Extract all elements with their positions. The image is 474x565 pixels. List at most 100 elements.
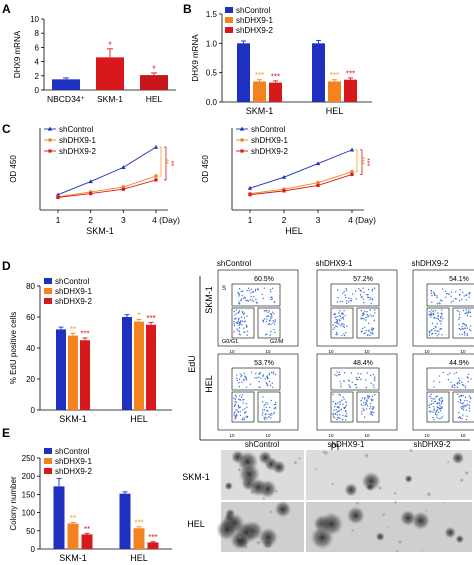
- colony-blob: [451, 451, 465, 465]
- flow-dot: [242, 313, 245, 315]
- flow-dot: [233, 323, 235, 325]
- flow-dot: [462, 402, 464, 404]
- flow-dot: [467, 311, 469, 314]
- flow-x-tick-label: 10: [424, 433, 430, 438]
- c2-point: [350, 172, 354, 177]
- c1-y-axis-label: OD 450: [9, 155, 18, 183]
- c1-x-tick-label: 3: [121, 215, 126, 225]
- flow-dot: [333, 409, 335, 411]
- flow-dot: [342, 318, 345, 320]
- flow-dot: [431, 301, 433, 303]
- flow-dot: [431, 295, 433, 297]
- flow-dot: [244, 407, 246, 410]
- e-bar: [119, 493, 131, 549]
- flow-dot: [373, 386, 375, 389]
- flow-dot: [234, 415, 236, 417]
- flow-percent: 44.9%: [449, 360, 469, 367]
- flow-dot: [269, 319, 272, 321]
- flow-dot: [340, 386, 342, 388]
- flow-dot: [345, 302, 348, 304]
- flow-gate-s: [330, 367, 380, 391]
- flow-dot: [238, 378, 241, 381]
- flow-dot: [243, 412, 246, 414]
- colony-speck: [397, 539, 403, 545]
- flow-dot: [255, 301, 258, 303]
- flow-dot: [238, 288, 241, 290]
- flow-dot: [457, 393, 459, 395]
- c2-series-line: [249, 149, 353, 189]
- flow-dot: [238, 310, 241, 312]
- flow-dot: [264, 413, 266, 416]
- a-y-tick-label: 2: [35, 72, 40, 81]
- flow-dot: [238, 330, 241, 333]
- flow-dot: [269, 289, 272, 291]
- flow-dot: [234, 398, 237, 400]
- flow-dot: [246, 334, 248, 336]
- flow-dot: [457, 416, 460, 419]
- flow-dot: [366, 403, 368, 405]
- flow-dot: [452, 300, 454, 302]
- flow-dot: [340, 325, 342, 327]
- flow-dot: [464, 385, 466, 387]
- flow-dot: [430, 314, 433, 316]
- flow-dot: [369, 298, 371, 301]
- flow-dot: [270, 371, 273, 374]
- flow-dot: [468, 407, 471, 409]
- colony-speck: [408, 448, 414, 453]
- flow-dot: [343, 380, 345, 382]
- flow-dot: [433, 408, 435, 410]
- flow-dot: [250, 292, 252, 294]
- flow-dot: [342, 325, 344, 328]
- colony-speck: [459, 477, 465, 483]
- flow-dot: [253, 296, 255, 298]
- b-legend-label: shDHX9-2: [236, 26, 273, 35]
- d-y-axis-label: % EdU positive cells: [9, 312, 18, 384]
- flow-dot: [337, 296, 339, 299]
- flow-dot: [261, 293, 263, 295]
- flow-dot: [362, 312, 365, 314]
- flow-dot: [466, 327, 469, 329]
- flow-dot: [243, 372, 245, 374]
- flow-dot: [350, 297, 352, 300]
- colony-speck: [395, 549, 400, 554]
- flow-dot: [270, 298, 272, 301]
- flow-dot: [360, 413, 363, 415]
- flow-dot: [343, 372, 346, 374]
- colony-col-label: shDHX9-2: [414, 440, 451, 449]
- flow-dot: [261, 414, 264, 416]
- d-significance: **: [70, 325, 76, 334]
- flow-dot: [336, 411, 338, 413]
- flow-dot: [458, 324, 460, 326]
- colony-speck: [330, 482, 335, 486]
- flow-dot: [374, 379, 376, 382]
- flow-dot: [448, 293, 450, 296]
- flow-dot: [369, 309, 371, 311]
- flow-dot: [263, 310, 266, 312]
- flow-dot: [343, 324, 345, 326]
- flow-col-label: shDHX9-1: [316, 259, 353, 268]
- flow-dot: [240, 298, 242, 301]
- flow-dot: [342, 313, 344, 315]
- flow-dot: [465, 294, 467, 296]
- flow-dot: [462, 291, 464, 294]
- flow-dot: [373, 411, 375, 414]
- flow-dot: [436, 406, 438, 408]
- flow-dot: [440, 320, 442, 322]
- flow-dot: [455, 298, 457, 300]
- flow-dot: [464, 386, 467, 389]
- flow-dot: [267, 323, 270, 326]
- flow-dot: [250, 288, 253, 291]
- flow-dot: [235, 317, 237, 320]
- flow-dot: [359, 294, 362, 296]
- colony-speck: [292, 460, 298, 466]
- flow-dot: [365, 402, 367, 404]
- flow-dot: [272, 371, 275, 373]
- flow-dot: [266, 333, 268, 335]
- flow-dot: [366, 405, 369, 407]
- flow-gate-s: [231, 283, 281, 307]
- flow-dot: [458, 318, 460, 320]
- panel-letter-b: B: [183, 2, 192, 16]
- flow-dot: [343, 309, 345, 312]
- e-x-tick-label: HEL: [130, 553, 148, 563]
- flow-dot: [450, 301, 453, 303]
